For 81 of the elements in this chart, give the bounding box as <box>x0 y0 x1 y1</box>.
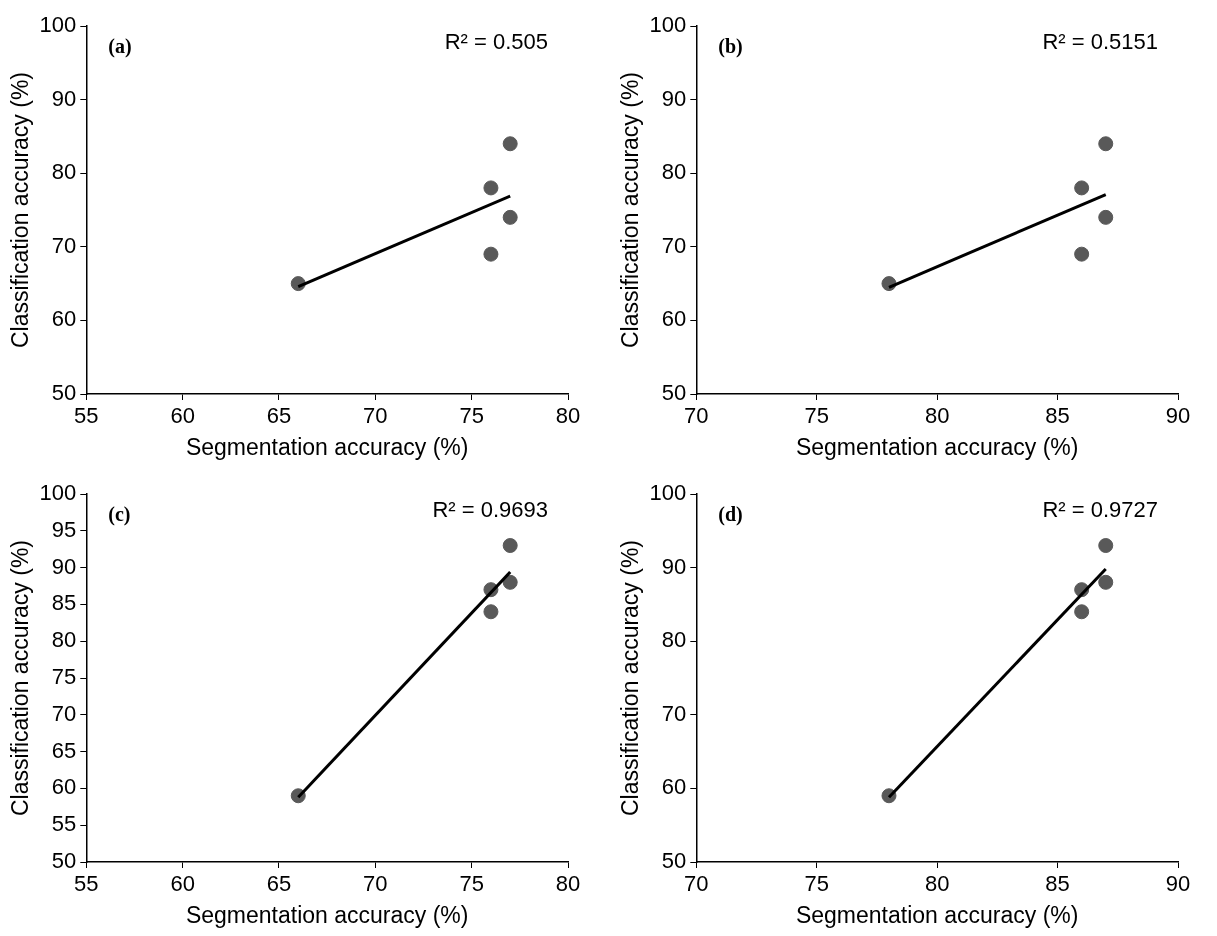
y-axis-title: Classification accuracy (%) <box>617 71 644 349</box>
x-tick-label: 70 <box>684 871 709 897</box>
y-tick-label: 70 <box>51 232 77 258</box>
x-tick-label: 80 <box>924 403 950 429</box>
point <box>1074 246 1090 262</box>
point <box>502 136 518 152</box>
y-tick-label: 95 <box>51 516 77 542</box>
x-axis-title: Segmentation accuracy (%) <box>185 901 469 928</box>
point <box>1098 538 1114 554</box>
x-tick-label: 75 <box>804 871 829 897</box>
x-tick-label: 55 <box>74 403 99 429</box>
annotation: R² = 0.9727 <box>1042 497 1158 523</box>
y-tick-label: 55 <box>51 811 77 837</box>
x-axis-title: Segmentation accuracy (%) <box>185 433 469 460</box>
x-tick-label: 75 <box>804 403 829 429</box>
y-tick-label: 50 <box>661 848 687 874</box>
x-tick-label: 65 <box>266 403 292 429</box>
y-tick-label: 100 <box>39 12 77 38</box>
y-tick-label: 60 <box>51 306 77 332</box>
annotation: R² = 0.505 <box>444 29 548 55</box>
y-tick-label: 90 <box>51 553 77 579</box>
y-tick-label: 100 <box>649 12 687 38</box>
x-tick-label: 70 <box>684 403 709 429</box>
y-tick-label: 80 <box>51 627 77 653</box>
point <box>1074 180 1090 196</box>
y-tick-label: 50 <box>51 380 77 406</box>
annotation: R² = 0.5151 <box>1042 29 1158 55</box>
x-tick-label: 60 <box>170 871 195 897</box>
annotation: (c) <box>108 503 131 527</box>
x-axis-title: Segmentation accuracy (%) <box>795 433 1079 460</box>
x-axis-title: Segmentation accuracy (%) <box>795 901 1079 928</box>
y-tick-label: 80 <box>661 627 687 653</box>
y-axis-title: Classification accuracy (%) <box>7 539 34 817</box>
x-tick-label: 90 <box>1165 871 1191 897</box>
y-axis-title: Classification accuracy (%) <box>7 71 34 349</box>
y-tick-label: 50 <box>661 380 687 406</box>
point <box>502 209 518 225</box>
point <box>1098 574 1114 590</box>
annotation: (a) <box>108 35 132 59</box>
y-tick-label: 75 <box>51 664 77 690</box>
y-tick-label: 70 <box>661 700 687 726</box>
y-tick-label: 85 <box>51 590 77 616</box>
y-tick-label: 100 <box>39 480 77 506</box>
y-tick-label: 65 <box>51 737 77 763</box>
x-tick-label: 80 <box>555 403 581 429</box>
y-tick-label: 70 <box>51 700 77 726</box>
y-tick-label: 60 <box>51 774 77 800</box>
y-axis-title: Classification accuracy (%) <box>617 539 644 817</box>
x-tick-label: 90 <box>1165 403 1191 429</box>
x-tick-label: 85 <box>1045 403 1070 429</box>
y-tick-label: 60 <box>661 774 687 800</box>
y-tick-label: 80 <box>661 159 687 185</box>
y-tick-label: 50 <box>51 848 77 874</box>
x-tick-label: 60 <box>170 403 195 429</box>
y-tick-label: 90 <box>51 85 77 111</box>
point <box>1098 209 1114 225</box>
point <box>502 538 518 554</box>
x-tick-label: 70 <box>363 403 388 429</box>
annotation: R² = 0.9693 <box>432 497 548 523</box>
x-tick-label: 80 <box>924 871 950 897</box>
x-tick-label: 75 <box>459 871 484 897</box>
y-tick-label: 60 <box>661 306 687 332</box>
point <box>483 604 499 620</box>
point <box>483 180 499 196</box>
y-tick-label: 100 <box>649 480 687 506</box>
x-tick-label: 65 <box>266 871 292 897</box>
x-tick-label: 55 <box>74 871 99 897</box>
x-tick-label: 75 <box>459 403 484 429</box>
point <box>1098 136 1114 152</box>
y-tick-label: 80 <box>51 159 77 185</box>
annotation: (d) <box>718 503 743 527</box>
x-tick-label: 85 <box>1045 871 1070 897</box>
point <box>502 574 518 590</box>
y-tick-label: 70 <box>661 232 687 258</box>
point <box>1074 604 1090 620</box>
y-tick-label: 90 <box>661 553 687 579</box>
annotation: (b) <box>718 35 743 59</box>
x-tick-label: 70 <box>363 871 388 897</box>
y-tick-label: 90 <box>661 85 687 111</box>
x-tick-label: 80 <box>555 871 581 897</box>
point <box>483 246 499 262</box>
